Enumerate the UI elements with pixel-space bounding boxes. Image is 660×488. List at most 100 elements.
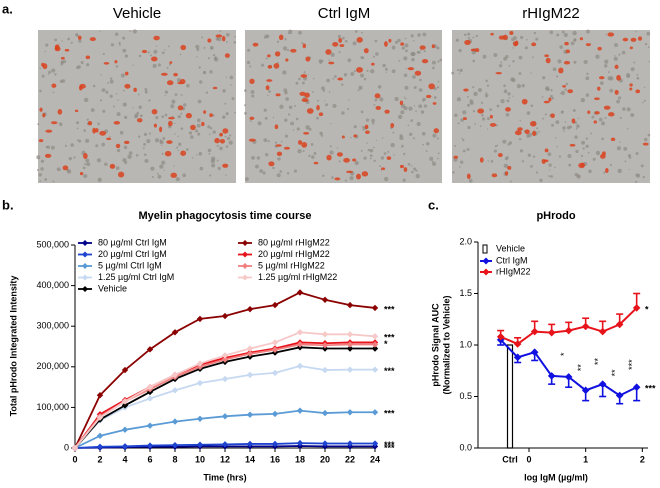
legend-label: 80 µg/ml Ctrl IgM: [98, 237, 167, 247]
cell: [41, 74, 45, 78]
legend-marker: [482, 244, 488, 254]
cell: [462, 138, 465, 142]
cell: [135, 153, 139, 157]
data-point: [121, 402, 129, 409]
cell: [296, 127, 300, 131]
y-axis-label: (Normalized to Vehicle): [441, 295, 451, 394]
cell: [196, 118, 201, 123]
data-point: [146, 422, 154, 429]
cell: [219, 30, 222, 33]
cell: [630, 113, 635, 118]
cell: [369, 148, 374, 153]
y-tick-label: 100,000: [36, 402, 69, 412]
cell: [520, 35, 524, 40]
cell: [207, 148, 212, 153]
stained-cell: [168, 116, 175, 120]
stained-cell: [585, 43, 592, 47]
stained-cell: [383, 41, 388, 47]
stained-cell: [400, 42, 405, 46]
data-point: [632, 304, 641, 312]
cell: [524, 46, 528, 50]
cell: [511, 78, 516, 83]
stained-cell: [593, 120, 597, 124]
x-tick-label: 24: [370, 454, 380, 464]
cell: [118, 43, 121, 46]
x-axis-label: Time (hrs): [203, 472, 246, 482]
cell: [384, 67, 388, 71]
cell: [624, 160, 627, 163]
significance: ***: [384, 366, 395, 376]
stained-cell: [390, 122, 395, 129]
stained-cell: [203, 110, 207, 114]
stained-cell: [594, 111, 600, 115]
data-point: [346, 440, 354, 447]
cell: [138, 54, 142, 58]
cell: [635, 173, 639, 177]
cell: [61, 40, 63, 42]
cell: [83, 97, 89, 103]
data-point: [71, 444, 79, 452]
cell: [383, 176, 389, 182]
cell: [177, 135, 179, 138]
cell: [216, 159, 219, 162]
stained-cell: [153, 35, 160, 41]
cell: [209, 174, 212, 177]
cell: [115, 166, 120, 171]
cell: [379, 165, 382, 168]
stained-cell: [92, 127, 97, 134]
cell: [330, 52, 335, 57]
cell: [617, 168, 622, 174]
cell: [518, 72, 522, 75]
data-point: [271, 369, 279, 377]
cell: [127, 154, 132, 159]
cell: [40, 167, 44, 171]
legend-label: Vehicle: [98, 283, 127, 293]
cell: [286, 172, 290, 175]
cell: [119, 130, 124, 135]
cell: [331, 176, 334, 179]
x-tick-label: 18: [295, 454, 305, 464]
cell: [454, 145, 456, 148]
stained-cell: [571, 118, 576, 124]
data-point: [196, 379, 204, 387]
cell: [36, 168, 40, 172]
cell: [249, 120, 252, 123]
cell: [563, 33, 568, 38]
stained-cell: [151, 109, 158, 115]
cell: [404, 37, 407, 40]
stained-cell: [273, 63, 280, 69]
cell: [494, 145, 497, 148]
cell: [229, 134, 232, 137]
cell: [201, 36, 204, 39]
cell: [230, 84, 232, 86]
cell: [176, 146, 179, 149]
cell: [559, 45, 564, 49]
data-point: [196, 360, 204, 367]
data-point: [121, 398, 129, 405]
cell: [533, 31, 537, 35]
cell: [393, 154, 395, 156]
data-point: [96, 392, 104, 399]
cell: [161, 115, 165, 118]
cell: [542, 117, 545, 120]
cell: [551, 123, 555, 127]
cell: [599, 81, 604, 86]
point-significance: *: [559, 352, 569, 356]
cell: [154, 138, 160, 143]
data-point: [271, 440, 279, 448]
cell: [622, 107, 626, 111]
cell: [518, 55, 523, 60]
cell: [423, 50, 426, 53]
cell: [117, 99, 119, 101]
data-point: [246, 350, 254, 358]
stained-cell: [301, 98, 309, 103]
cell: [415, 110, 417, 113]
cell: [73, 156, 76, 159]
control-bar: [506, 344, 514, 449]
cell: [617, 96, 622, 100]
stained-cell: [564, 41, 569, 46]
stained-cell: [248, 138, 256, 142]
stained-cell: [605, 167, 609, 173]
cell: [521, 160, 525, 163]
cell: [642, 175, 646, 179]
